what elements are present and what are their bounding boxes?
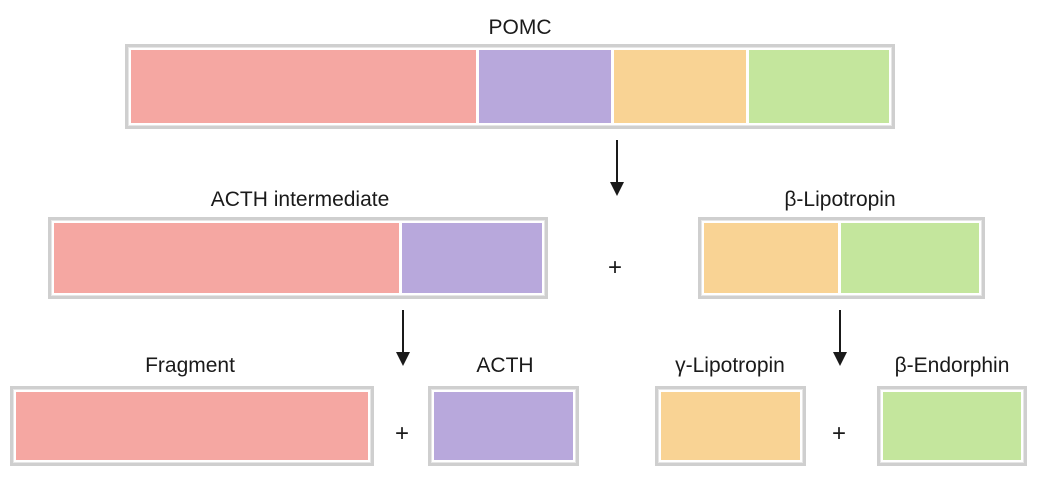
acth-intermediate-label: ACTH intermediate: [210, 188, 390, 211]
down-arrow-icon: [833, 310, 847, 366]
beta-lipotropin-segment-gamma-lipotropin: [703, 222, 840, 294]
acth-label: ACTH: [476, 354, 534, 377]
plus-sign: +: [832, 420, 847, 447]
gamma-lipotropin-label: γ-Lipotropin: [675, 354, 785, 377]
down-arrow-icon: [396, 310, 410, 366]
fragment-bar: [10, 386, 374, 466]
gamma-lipotropin-segment: [660, 391, 801, 461]
beta-lipotropin-bar: [698, 217, 985, 299]
fragment-segment: [15, 391, 369, 461]
plus-sign: +: [395, 420, 410, 447]
acth-bar: [428, 386, 579, 466]
pomc-segment-gamma-lipotropin: [611, 49, 748, 124]
acth-intermediate-bar: [48, 217, 548, 299]
acth-intermediate-segment-fragment: [53, 222, 401, 294]
pomc-segment-beta-endorphin: [746, 49, 890, 124]
plus-sign: +: [608, 254, 623, 281]
pomc-segment-fragment: [130, 49, 478, 124]
beta-endorphin-segment: [882, 391, 1022, 461]
beta-lipotropin-label: β-Lipotropin: [784, 188, 896, 211]
acth-segment: [433, 391, 574, 461]
pomc-segment-acth: [476, 49, 613, 124]
fragment-label: Fragment: [145, 354, 235, 377]
acth-intermediate-segment-acth: [399, 222, 543, 294]
down-arrow-icon: [610, 140, 624, 196]
beta-endorphin-label: β-Endorphin: [894, 354, 1010, 377]
gamma-lipotropin-bar: [655, 386, 806, 466]
beta-endorphin-bar: [877, 386, 1027, 466]
beta-lipotropin-segment-beta-endorphin: [838, 222, 980, 294]
pomc-bar: [125, 44, 895, 129]
pomc-label: POMC: [488, 16, 552, 39]
